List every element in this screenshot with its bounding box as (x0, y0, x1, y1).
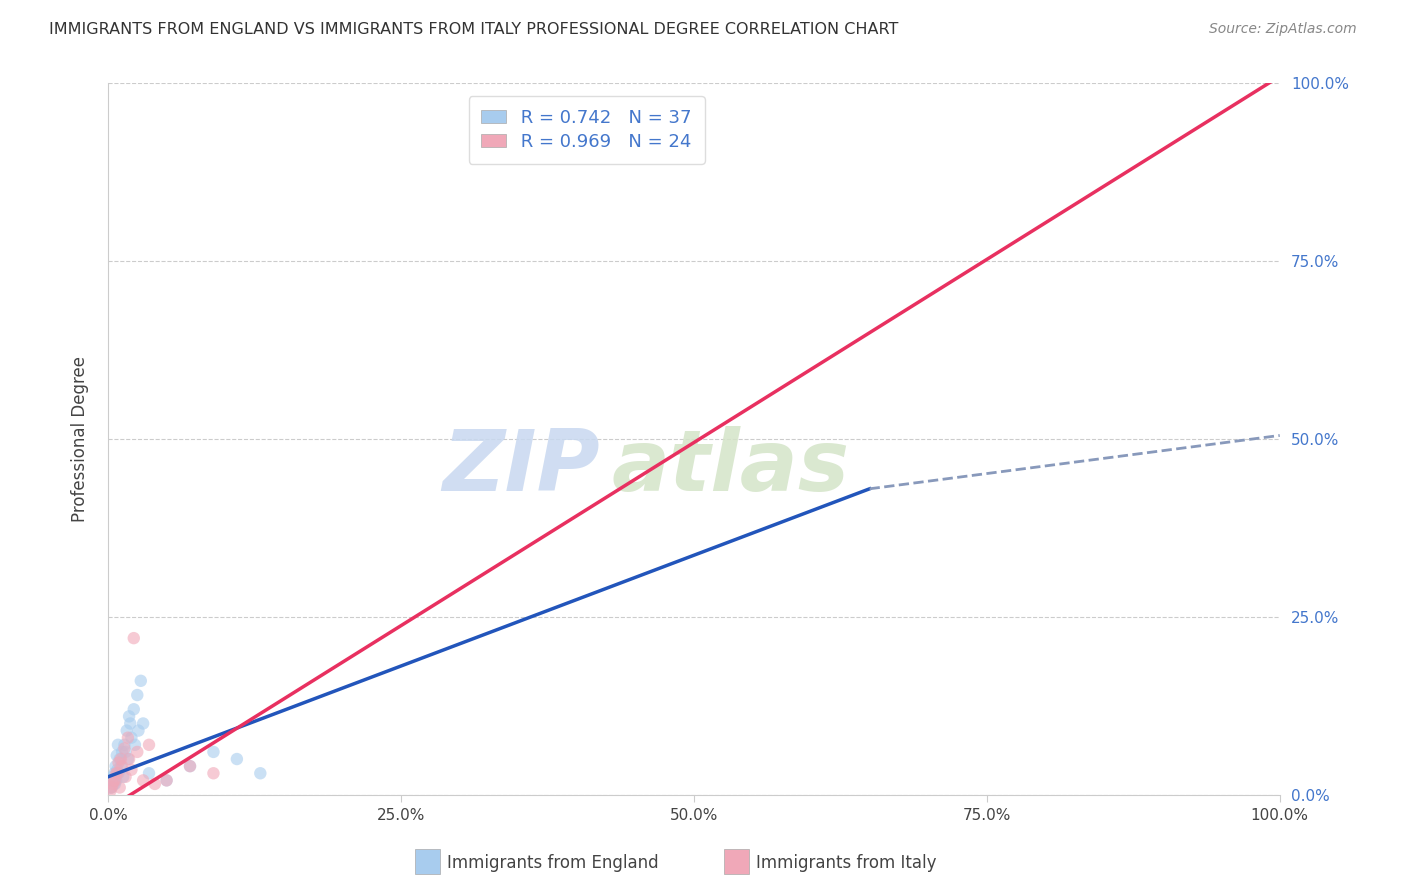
Point (107, 766, 129, 780)
Text: Immigrants from Italy: Immigrants from Italy (756, 854, 936, 871)
Point (101, 770, 124, 784)
Point (249, 766, 271, 780)
Point (117, 752, 139, 766)
Point (132, 716, 155, 731)
Point (105, 748, 128, 763)
Point (98, 780, 121, 795)
Point (101, 777, 124, 791)
Point (110, 759, 132, 773)
Text: Immigrants from England: Immigrants from England (447, 854, 659, 871)
Point (118, 752, 141, 766)
Point (112, 738, 135, 752)
Point (127, 745, 149, 759)
Point (112, 741, 135, 756)
Point (115, 723, 138, 738)
Point (100, 780, 122, 795)
Text: atlas: atlas (612, 426, 851, 509)
Point (120, 763, 142, 777)
Point (98, 784, 121, 798)
Point (138, 738, 160, 752)
Point (122, 702, 145, 716)
Point (103, 777, 125, 791)
Point (112, 770, 135, 784)
Point (104, 777, 127, 791)
Point (155, 773, 177, 788)
Point (129, 673, 152, 688)
Point (120, 731, 142, 745)
Point (105, 763, 128, 777)
Point (110, 752, 132, 766)
Text: ZIP: ZIP (443, 426, 600, 509)
Point (108, 752, 131, 766)
Point (127, 723, 149, 738)
Point (103, 766, 125, 780)
Point (103, 773, 125, 788)
Point (143, 777, 166, 791)
Point (111, 745, 134, 759)
Point (105, 766, 128, 780)
Point (105, 766, 128, 780)
Point (127, 688, 149, 702)
Point (202, 766, 225, 780)
Point (107, 756, 129, 770)
Point (107, 738, 129, 752)
Point (132, 773, 155, 788)
Point (111, 759, 134, 773)
Y-axis label: Professional Degree: Professional Degree (72, 356, 89, 522)
Point (114, 745, 136, 759)
Point (114, 770, 136, 784)
Text: IMMIGRANTS FROM ENGLAND VS IMMIGRANTS FROM ITALY PROFESSIONAL DEGREE CORRELATION: IMMIGRANTS FROM ENGLAND VS IMMIGRANTS FR… (49, 22, 898, 37)
Point (179, 759, 201, 773)
Point (101, 773, 124, 788)
Point (103, 773, 125, 788)
Point (138, 766, 160, 780)
Point (122, 631, 145, 645)
Point (100, 780, 122, 795)
Point (118, 709, 141, 723)
Point (124, 738, 146, 752)
Point (179, 759, 201, 773)
Point (104, 773, 127, 788)
Point (104, 759, 127, 773)
Point (202, 745, 225, 759)
Text: Source: ZipAtlas.com: Source: ZipAtlas.com (1209, 22, 1357, 37)
Point (117, 731, 139, 745)
Point (105, 773, 128, 788)
Point (155, 773, 177, 788)
Point (120, 716, 142, 731)
Legend:  R = 0.742   N = 37,  R = 0.969   N = 24: R = 0.742 N = 37, R = 0.969 N = 24 (468, 96, 704, 163)
Point (225, 752, 247, 766)
Point (108, 780, 131, 795)
